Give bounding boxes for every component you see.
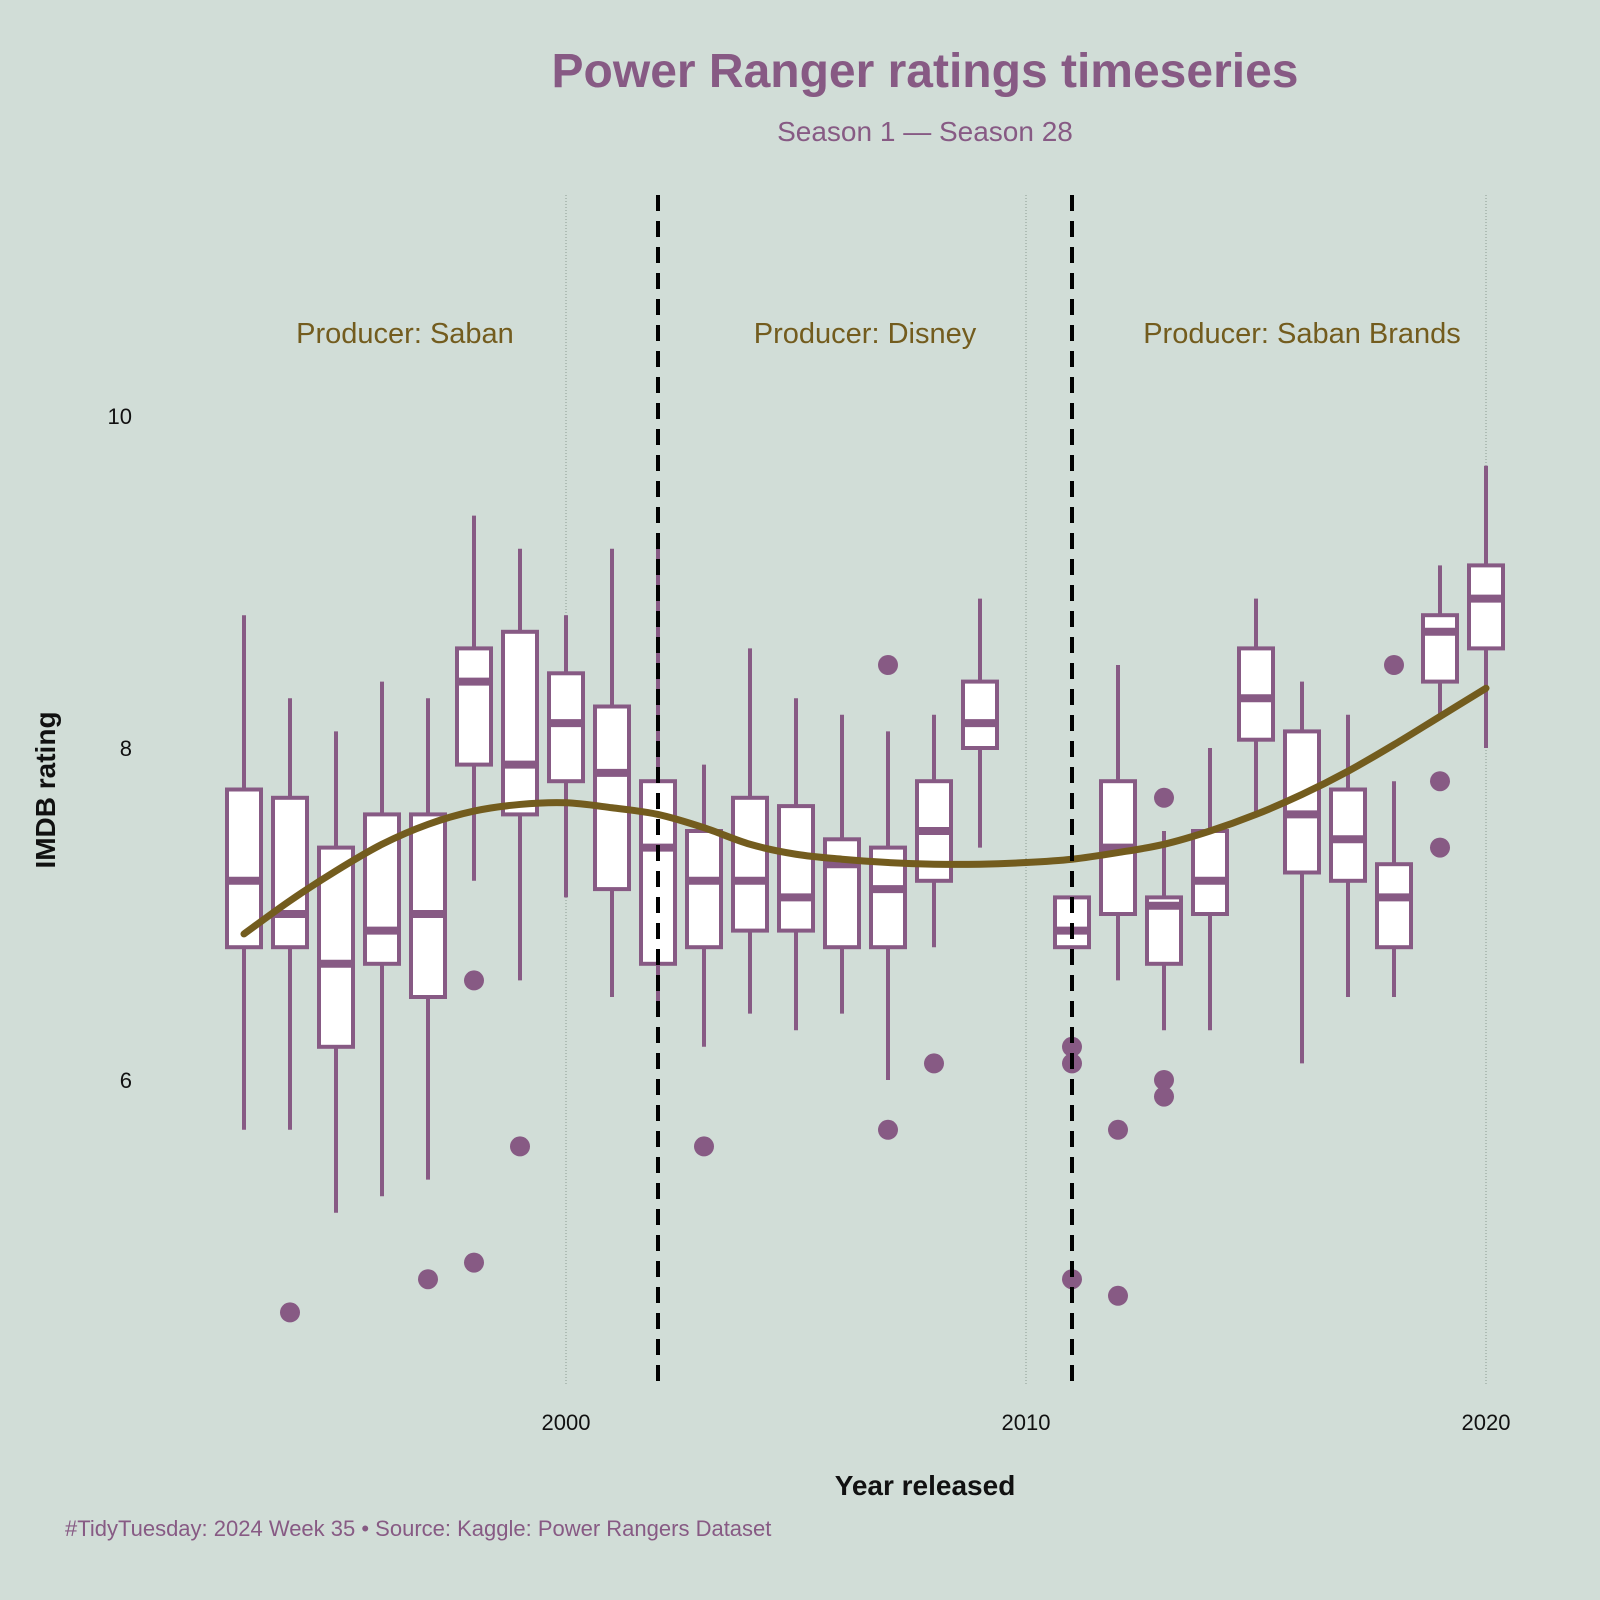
outlier-point [1154, 1086, 1174, 1107]
y-tick-label: 8 [120, 736, 132, 761]
box-1998 [455, 515, 493, 1273]
box-2015 [1237, 598, 1275, 815]
box-iqr [1421, 613, 1459, 684]
box-iqr [409, 812, 447, 1000]
box-1994 [271, 698, 309, 1323]
box-iqr [685, 829, 723, 950]
y-tick-label: 6 [120, 1068, 132, 1093]
outlier-point [1154, 787, 1174, 808]
dividers-layer [656, 195, 1074, 1385]
box-iqr [225, 787, 263, 950]
outlier-point [1108, 1119, 1128, 1140]
outlier-point [878, 655, 898, 675]
box-2001 [593, 548, 631, 997]
chart-title: Power Ranger ratings timeseries [551, 45, 1299, 98]
box-2017 [1329, 714, 1367, 997]
producer-label: Producer: Disney [754, 318, 977, 350]
smooth-layer [240, 684, 1490, 938]
box-2000 [547, 615, 585, 898]
outlier-point [418, 1269, 438, 1290]
outlier-point [1430, 837, 1450, 858]
y-axis-ticks: 6 8 10 [108, 404, 132, 1093]
box-iqr [593, 704, 631, 892]
box-2014 [1191, 748, 1229, 1031]
box-iqr [455, 646, 493, 767]
outlier-point [510, 1136, 530, 1157]
x-axis-ticks: 2000 2010 2020 [542, 1410, 1511, 1435]
box-iqr [1329, 787, 1367, 883]
box-2008 [915, 714, 953, 1074]
box-iqr [731, 795, 769, 933]
box-2016 [1283, 681, 1321, 1064]
boxes-layer [225, 465, 1505, 1323]
box-iqr [271, 795, 309, 950]
box-iqr [777, 804, 815, 933]
producer-label: Producer: Saban [296, 318, 514, 350]
outlier-point [1062, 1269, 1082, 1290]
outlier-point [694, 1136, 714, 1157]
y-tick-label: 10 [108, 404, 132, 429]
x-tick-label: 2020 [1462, 1410, 1511, 1435]
box-2005 [777, 698, 815, 1031]
box-2012 [1099, 665, 1137, 1306]
annotations-layer: Producer: Saban Producer: Disney Producer:… [296, 318, 1461, 350]
outlier-point [280, 1302, 300, 1323]
y-axis-title: IMDB rating [30, 711, 61, 869]
outlier-point [464, 970, 484, 991]
caption: #TidyTuesday: 2024 Week 35 • Source: Kag… [65, 1516, 772, 1541]
box-2018 [1375, 655, 1413, 997]
box-2013 [1145, 787, 1183, 1107]
outlier-point [1430, 771, 1450, 792]
box-1996 [363, 681, 401, 1197]
smooth-trend-line [240, 684, 1490, 938]
box-2009 [961, 598, 999, 848]
box-1993 [225, 615, 263, 1130]
x-tick-label: 2010 [1002, 1410, 1051, 1435]
box-2019 [1421, 565, 1459, 858]
outlier-point [1384, 655, 1404, 675]
box-2011 [1053, 895, 1091, 1290]
x-tick-label: 2000 [542, 1410, 591, 1435]
box-2020 [1467, 465, 1505, 748]
box-1999 [501, 548, 539, 1157]
box-2007 [869, 655, 907, 1140]
outlier-point [1108, 1285, 1128, 1306]
chart-subtitle: Season 1 — Season 28 [777, 116, 1073, 147]
box-1997 [409, 698, 447, 1290]
producer-label: Producer: Saban Brands [1143, 318, 1461, 350]
box-iqr [1237, 646, 1275, 742]
box-iqr [1375, 862, 1413, 950]
outlier-point [878, 1119, 898, 1140]
box-1995 [317, 731, 355, 1213]
x-axis-title: Year released [834, 1470, 1016, 1501]
box-iqr [547, 671, 585, 784]
box-iqr [1191, 829, 1229, 916]
outlier-point [924, 1053, 944, 1074]
outlier-point [1062, 1036, 1082, 1057]
box-iqr [501, 629, 539, 817]
outlier-point [1154, 1070, 1174, 1090]
outlier-point [464, 1252, 484, 1273]
box-2006 [823, 714, 861, 1014]
box-iqr [961, 679, 999, 750]
box-2004 [731, 648, 769, 1014]
box-iqr [1467, 563, 1505, 651]
